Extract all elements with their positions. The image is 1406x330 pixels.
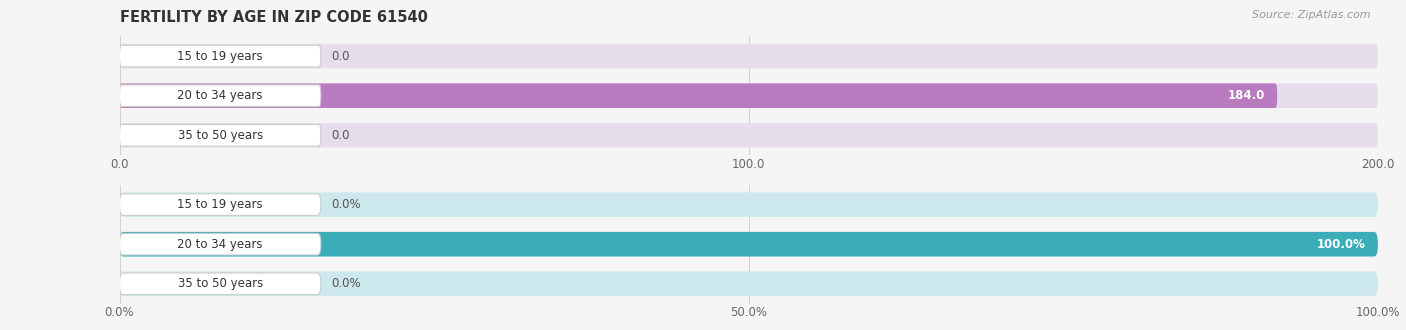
Text: 15 to 19 years: 15 to 19 years — [177, 50, 263, 63]
Text: 20 to 34 years: 20 to 34 years — [177, 89, 263, 102]
Text: 0.0: 0.0 — [330, 129, 350, 142]
FancyBboxPatch shape — [120, 232, 1378, 256]
FancyBboxPatch shape — [120, 192, 1378, 217]
FancyBboxPatch shape — [120, 232, 1378, 256]
FancyBboxPatch shape — [120, 124, 321, 146]
Text: 0.0%: 0.0% — [330, 277, 360, 290]
Text: 0.0: 0.0 — [330, 50, 350, 63]
Text: 15 to 19 years: 15 to 19 years — [177, 198, 263, 211]
FancyBboxPatch shape — [120, 83, 1277, 108]
FancyBboxPatch shape — [120, 83, 1378, 108]
FancyBboxPatch shape — [120, 44, 1378, 68]
FancyBboxPatch shape — [120, 85, 321, 107]
Text: 184.0: 184.0 — [1227, 89, 1264, 102]
Text: 35 to 50 years: 35 to 50 years — [177, 129, 263, 142]
Text: Source: ZipAtlas.com: Source: ZipAtlas.com — [1253, 10, 1371, 20]
FancyBboxPatch shape — [120, 123, 1378, 148]
Text: 35 to 50 years: 35 to 50 years — [177, 277, 263, 290]
FancyBboxPatch shape — [120, 273, 321, 295]
Text: 100.0%: 100.0% — [1316, 238, 1365, 251]
FancyBboxPatch shape — [120, 272, 1378, 296]
FancyBboxPatch shape — [120, 233, 321, 255]
Text: FERTILITY BY AGE IN ZIP CODE 61540: FERTILITY BY AGE IN ZIP CODE 61540 — [120, 10, 427, 25]
FancyBboxPatch shape — [120, 45, 321, 67]
Text: 20 to 34 years: 20 to 34 years — [177, 238, 263, 251]
FancyBboxPatch shape — [120, 194, 321, 215]
Text: 0.0%: 0.0% — [330, 198, 360, 211]
